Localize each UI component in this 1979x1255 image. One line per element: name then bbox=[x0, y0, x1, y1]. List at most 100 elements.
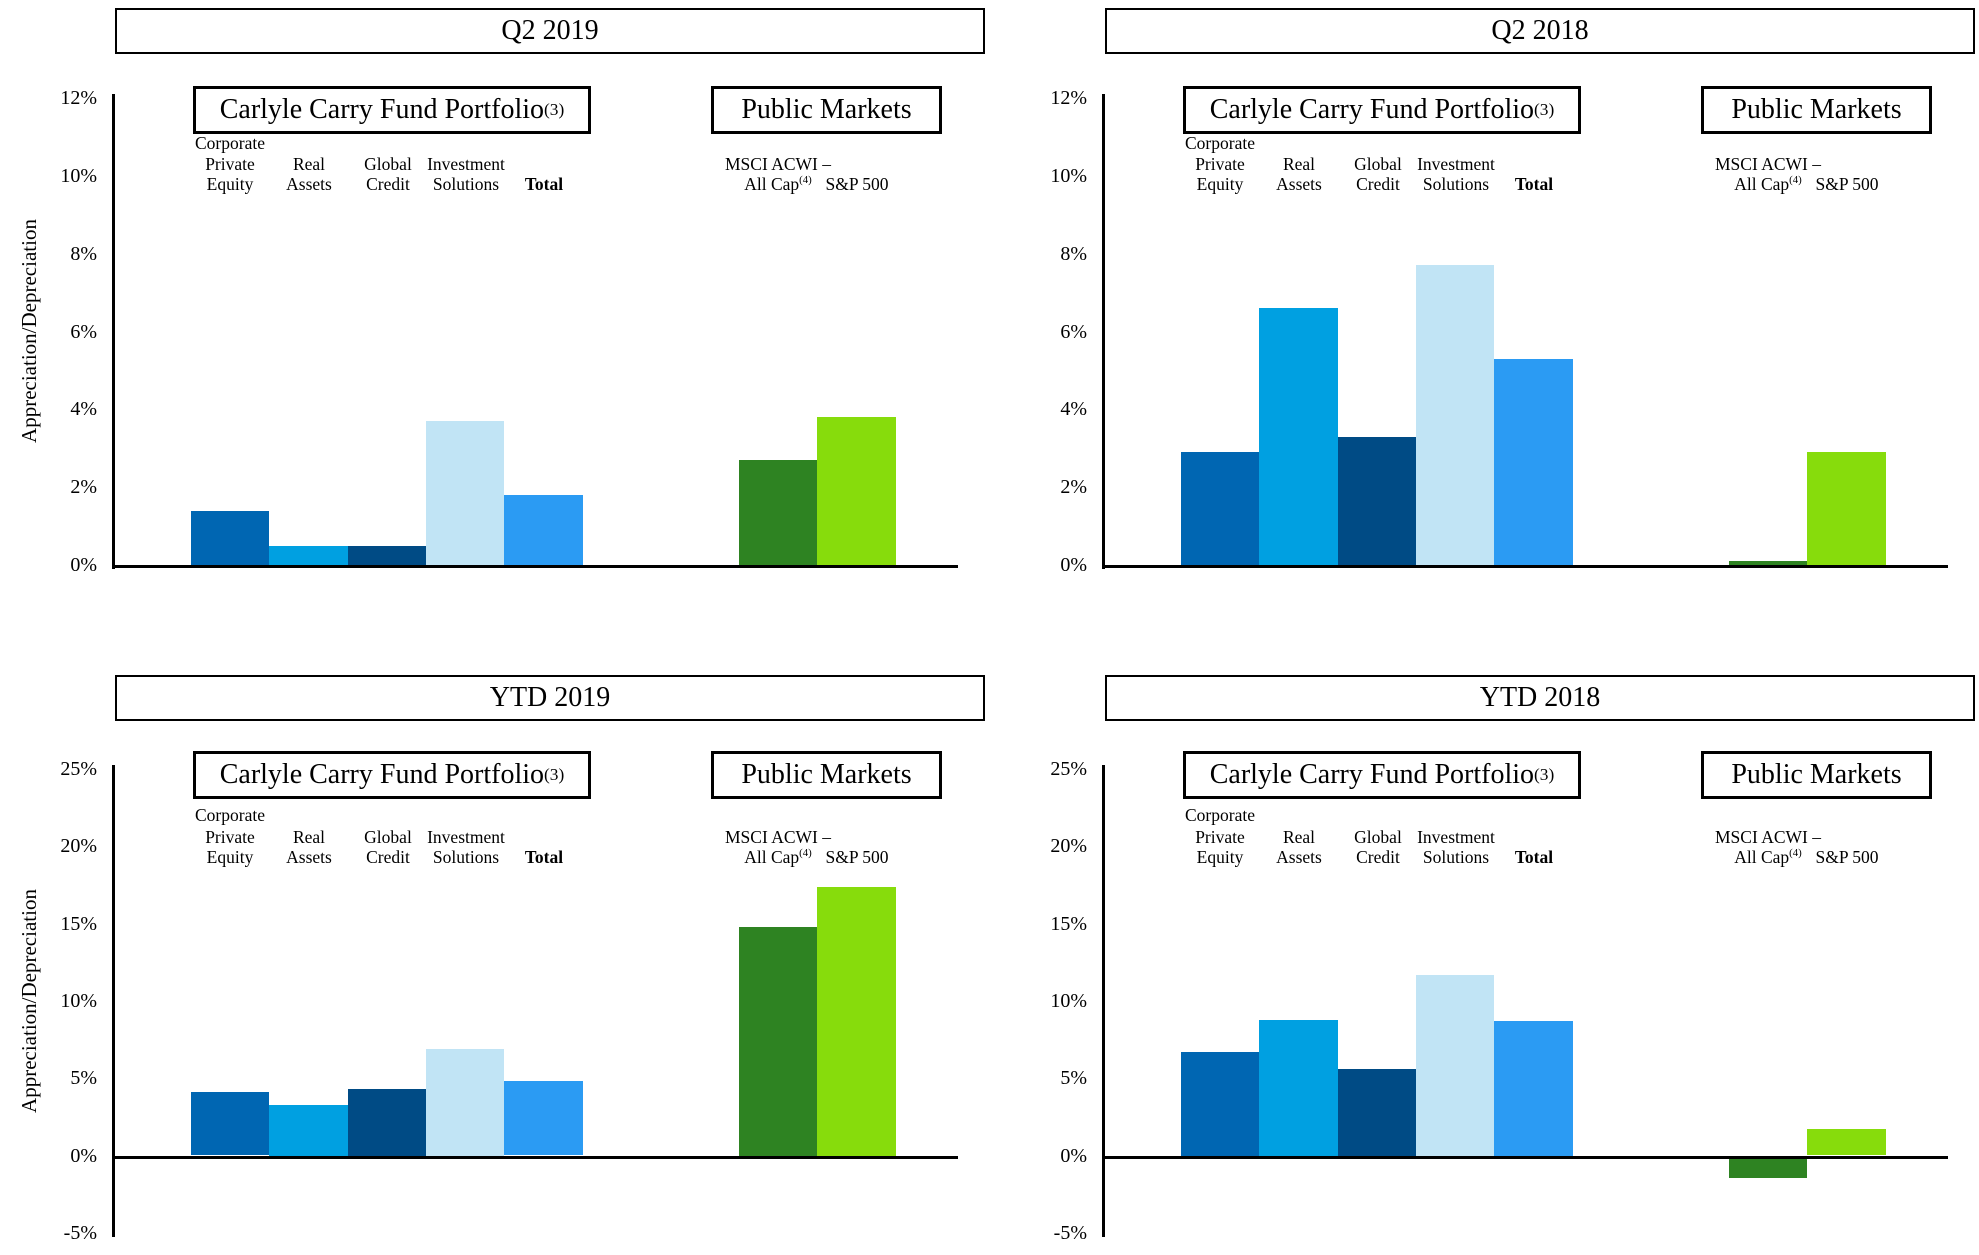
bar-total bbox=[1494, 1021, 1573, 1156]
y-tick-label: 12% bbox=[25, 86, 97, 110]
column-label-text: Credit bbox=[1356, 847, 1400, 867]
column-label-real-assets: Assets bbox=[1214, 173, 1384, 195]
bar-total bbox=[504, 1081, 583, 1155]
y-tick-text: 10% bbox=[1050, 990, 1087, 1012]
column-label-text: Corporate bbox=[1185, 805, 1255, 825]
bar-real-assets bbox=[269, 546, 348, 565]
y-tick-text: 0% bbox=[1060, 1145, 1087, 1167]
column-label-msci-acwi-all-cap: All Cap(4) bbox=[693, 846, 863, 868]
y-tick-text: 4% bbox=[1060, 398, 1087, 420]
y-tick-label: 10% bbox=[1015, 164, 1087, 188]
index-footnote-superscript: (4) bbox=[799, 847, 812, 860]
column-label-text: Corporate bbox=[195, 133, 265, 153]
y-tick-label: 10% bbox=[25, 989, 97, 1013]
y-tick-text: 2% bbox=[70, 476, 97, 498]
column-label-corporate-private-equity: Corporate bbox=[145, 804, 315, 826]
y-tick-text: 25% bbox=[1050, 758, 1087, 780]
column-label-text: Total bbox=[524, 174, 564, 194]
carry-fund-portfolio-box: Carlyle Carry Fund Portfolio (3) bbox=[1183, 86, 1581, 134]
column-label-total: Total bbox=[459, 173, 629, 195]
column-label-text: Real bbox=[1282, 827, 1316, 847]
period-title-box: YTD 2018 bbox=[1105, 675, 1975, 721]
column-label-text: Investment bbox=[427, 154, 505, 174]
y-tick-text: 5% bbox=[1060, 1067, 1087, 1089]
column-label-msci-acwi-all-cap: All Cap(4) bbox=[1683, 173, 1853, 195]
column-label-msci-acwi-all-cap: All Cap(4) bbox=[693, 173, 863, 195]
column-label-investment-solutions: Solutions bbox=[1371, 846, 1541, 868]
column-label-corporate-private-equity: Private bbox=[1135, 153, 1305, 175]
y-tick-text: 0% bbox=[70, 1145, 97, 1167]
y-tick-text: 2% bbox=[1060, 476, 1087, 498]
y-tick-text: 20% bbox=[1050, 835, 1087, 857]
column-label-text: Credit bbox=[366, 174, 410, 194]
period-title: YTD 2018 bbox=[1479, 682, 1601, 713]
bar-global-credit bbox=[348, 546, 426, 565]
period-title: Q2 2018 bbox=[1491, 15, 1589, 46]
y-tick-text: 12% bbox=[1050, 87, 1087, 109]
carry-fund-portfolio-label: Carlyle Carry Fund Portfolio bbox=[219, 94, 545, 125]
y-tick-label: 6% bbox=[1015, 320, 1087, 344]
chart-ytd-2019: YTD 2019 Appreciation/Depreciation Carlyle… bbox=[0, 628, 989, 1255]
y-axis-line bbox=[112, 94, 115, 569]
bar-global-credit bbox=[1338, 437, 1416, 565]
column-label-text: Equity bbox=[206, 174, 254, 194]
public-markets-label: Public Markets bbox=[1731, 759, 1902, 790]
bar-sp-500 bbox=[1807, 1129, 1886, 1155]
column-label-text: All Cap bbox=[744, 847, 800, 867]
y-tick-label: 2% bbox=[1015, 475, 1087, 499]
column-label-investment-solutions: Investment bbox=[381, 826, 551, 848]
column-label-text: Credit bbox=[1356, 174, 1400, 194]
column-label-investment-solutions: Solutions bbox=[381, 173, 551, 195]
column-label-text: Solutions bbox=[1422, 847, 1490, 867]
period-title-box: Q2 2018 bbox=[1105, 8, 1975, 54]
period-title: YTD 2019 bbox=[489, 682, 611, 713]
y-tick-label: -5% bbox=[25, 1221, 97, 1245]
y-tick-text: 10% bbox=[1050, 165, 1087, 187]
column-label-text: Solutions bbox=[432, 174, 500, 194]
column-label-text: Private bbox=[1195, 154, 1245, 174]
public-markets-box: Public Markets bbox=[1701, 86, 1932, 134]
column-label-real-assets: Real bbox=[1214, 826, 1384, 848]
y-axis-line bbox=[1102, 94, 1105, 569]
y-tick-label: 2% bbox=[25, 475, 97, 499]
column-label-text: All Cap bbox=[744, 174, 800, 194]
bar-global-credit bbox=[1338, 1069, 1416, 1156]
index-footnote-superscript: (4) bbox=[1789, 174, 1802, 187]
column-label-text: Global bbox=[1354, 827, 1402, 847]
column-label-text: Investment bbox=[1417, 827, 1495, 847]
public-markets-label: Public Markets bbox=[1731, 94, 1902, 125]
y-tick-text: 10% bbox=[60, 990, 97, 1012]
bar-corporate-private-equity bbox=[191, 511, 269, 565]
bar-investment-solutions bbox=[1416, 975, 1494, 1156]
y-axis-line bbox=[112, 765, 115, 1237]
y-tick-text: 25% bbox=[60, 758, 97, 780]
carry-fund-portfolio-box: Carlyle Carry Fund Portfolio (3) bbox=[1183, 751, 1581, 799]
column-label-text: MSCI ACWI – bbox=[1715, 154, 1821, 174]
y-tick-label: 8% bbox=[1015, 242, 1087, 266]
y-tick-label: 0% bbox=[1015, 1144, 1087, 1168]
column-label-text: Credit bbox=[366, 847, 410, 867]
column-label-sp-500: S&P 500 bbox=[772, 173, 942, 195]
y-tick-label: 10% bbox=[25, 164, 97, 188]
column-label-text: Equity bbox=[206, 847, 254, 867]
column-label-sp-500: S&P 500 bbox=[1762, 846, 1932, 868]
column-label-investment-solutions: Investment bbox=[381, 153, 551, 175]
period-title-box: Q2 2019 bbox=[115, 8, 985, 54]
y-tick-text: 6% bbox=[70, 321, 97, 343]
public-markets-label: Public Markets bbox=[741, 94, 912, 125]
column-label-text: Investment bbox=[1417, 154, 1495, 174]
column-label-sp-500: S&P 500 bbox=[1762, 173, 1932, 195]
index-footnote-superscript: (4) bbox=[1789, 847, 1802, 860]
bar-msci-acwi-all-cap bbox=[1729, 561, 1807, 565]
column-label-global-credit: Global bbox=[1293, 826, 1463, 848]
bar-investment-solutions bbox=[426, 1049, 504, 1156]
y-tick-label: 20% bbox=[1015, 834, 1087, 858]
column-label-text: Real bbox=[292, 827, 326, 847]
column-label-text: Solutions bbox=[432, 847, 500, 867]
bar-real-assets bbox=[1259, 1020, 1338, 1156]
column-label-real-assets: Real bbox=[1214, 153, 1384, 175]
column-label-corporate-private-equity: Equity bbox=[1135, 846, 1305, 868]
y-tick-text: 10% bbox=[60, 165, 97, 187]
column-label-text: Total bbox=[1514, 174, 1554, 194]
